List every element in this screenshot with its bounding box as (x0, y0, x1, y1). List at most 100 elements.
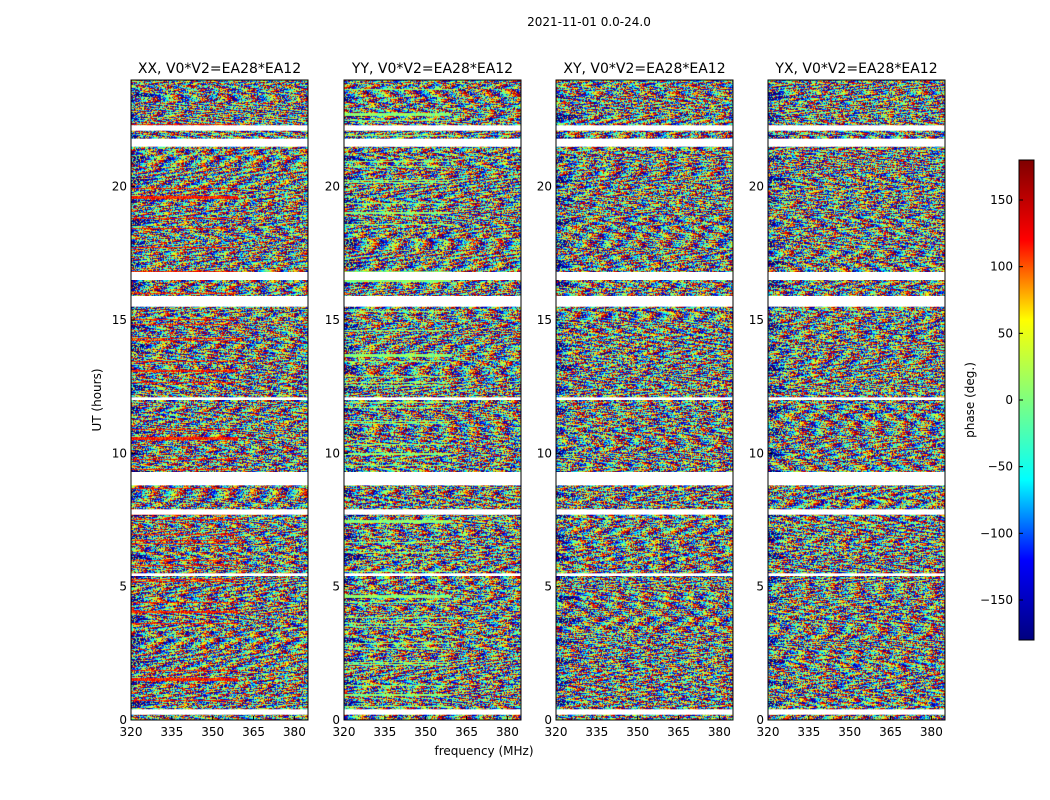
x-tick-label: 380 (496, 725, 519, 739)
y-tick-label: 10 (325, 446, 340, 460)
blank-interval (131, 272, 308, 280)
x-tick-label: 320 (757, 725, 780, 739)
x-tick-label: 350 (201, 725, 224, 739)
blank-interval (131, 138, 308, 147)
blank-interval (768, 138, 945, 147)
x-tick-label: 320 (120, 725, 143, 739)
panel-frame (130, 79, 309, 721)
blank-interval (131, 125, 308, 131)
x-tick-label: 380 (708, 725, 731, 739)
blank-interval (344, 472, 521, 486)
y-tick-label: 5 (756, 580, 764, 594)
y-tick-label: 0 (332, 713, 340, 727)
y-tick-label: 0 (544, 713, 552, 727)
blank-interval (556, 397, 733, 400)
blank-interval (344, 509, 521, 515)
blank-interval (344, 573, 521, 576)
x-tick-label: 365 (667, 725, 690, 739)
blank-interval (344, 709, 521, 715)
panel-title: XY, V0*V2=EA28*EA12 (563, 61, 725, 77)
y-tick-label: 5 (544, 580, 552, 594)
blank-interval (344, 272, 521, 280)
x-tick-label: 335 (160, 725, 183, 739)
y-tick-label: 0 (119, 713, 127, 727)
y-tick-label: 10 (749, 446, 764, 460)
blank-interval (131, 397, 308, 400)
x-tick-label: 335 (585, 725, 608, 739)
panel-xx: XX, V0*V2=EA28*EA12 320 335 350 365 380 0 5 10 15… (112, 61, 309, 739)
blank-interval (344, 138, 521, 147)
blank-interval (556, 272, 733, 280)
blank-interval (768, 709, 945, 715)
x-tick-label: 350 (414, 725, 437, 739)
blank-interval (556, 509, 733, 515)
panel-frame (343, 79, 522, 721)
x-tick-label: 350 (838, 725, 861, 739)
x-tick-label: 320 (545, 725, 568, 739)
y-axis-label: UT (hours) (90, 368, 104, 431)
blank-interval (768, 125, 945, 131)
colorbar-label: phase (deg.) (963, 362, 977, 438)
colorbar-tick-label: 150 (990, 193, 1013, 207)
panel-title: YX, V0*V2=EA28*EA12 (774, 61, 937, 77)
y-tick-label: 10 (537, 446, 552, 460)
blank-interval (556, 296, 733, 307)
y-tick-label: 20 (112, 180, 127, 194)
colorbar-tick-label: −150 (980, 593, 1013, 607)
figure-suptitle: 2021-11-01 0.0-24.0 (527, 15, 651, 29)
colorbar: 150 100 50 0 −50 −100 −150 (980, 159, 1035, 641)
blank-interval (131, 709, 308, 715)
panel-frame (555, 79, 734, 721)
x-tick-label: 350 (626, 725, 649, 739)
blank-interval (556, 138, 733, 147)
y-tick-label: 5 (332, 580, 340, 594)
panel-title: XX, V0*V2=EA28*EA12 (138, 61, 301, 77)
panel-xy: XY, V0*V2=EA28*EA12 320 335 350 365 380 0 5 10 15… (537, 61, 734, 739)
x-tick-label: 380 (283, 725, 306, 739)
blank-interval (768, 509, 945, 515)
blank-interval (344, 296, 521, 307)
panel-yx: YX, V0*V2=EA28*EA12 320 335 350 365 380 0 5 10 15… (749, 61, 946, 739)
blank-interval (131, 296, 308, 307)
y-tick-label: 10 (112, 446, 127, 460)
panel-yy: YY, V0*V2=EA28*EA12 320 335 350 365 380 0 5 10 15… (325, 61, 522, 739)
blank-interval (344, 125, 521, 131)
y-tick-label: 15 (537, 313, 552, 327)
colorbar-tick-label: 0 (1005, 393, 1013, 407)
x-tick-label: 365 (455, 725, 478, 739)
y-tick-label: 15 (749, 313, 764, 327)
y-tick-label: 15 (325, 313, 340, 327)
x-axis-label: frequency (MHz) (434, 744, 533, 758)
blank-interval (556, 472, 733, 486)
y-tick-label: 20 (537, 180, 552, 194)
x-tick-label: 365 (879, 725, 902, 739)
blank-interval (768, 272, 945, 280)
y-tick-label: 20 (325, 180, 340, 194)
y-tick-label: 20 (749, 180, 764, 194)
blank-interval (131, 573, 308, 576)
colorbar-tick-label: 50 (998, 326, 1013, 340)
blank-interval (768, 296, 945, 307)
blank-interval (131, 509, 308, 515)
x-tick-label: 335 (373, 725, 396, 739)
y-tick-label: 0 (756, 713, 764, 727)
blank-interval (768, 573, 945, 576)
blank-interval (556, 573, 733, 576)
y-tick-label: 5 (119, 580, 127, 594)
x-tick-label: 380 (920, 725, 943, 739)
x-tick-label: 335 (797, 725, 820, 739)
panel-title: YY, V0*V2=EA28*EA12 (351, 61, 513, 77)
colorbar-tick-label: −50 (988, 460, 1013, 474)
blank-interval (768, 397, 945, 400)
panel-frame (767, 79, 946, 721)
y-tick-label: 15 (112, 313, 127, 327)
x-tick-label: 365 (242, 725, 265, 739)
blank-interval (556, 125, 733, 131)
blank-interval (768, 472, 945, 486)
blank-interval (131, 472, 308, 486)
colorbar-tick-label: −100 (980, 526, 1013, 540)
blank-interval (344, 397, 521, 400)
x-tick-label: 320 (333, 725, 356, 739)
colorbar-tick-label: 100 (990, 260, 1013, 274)
